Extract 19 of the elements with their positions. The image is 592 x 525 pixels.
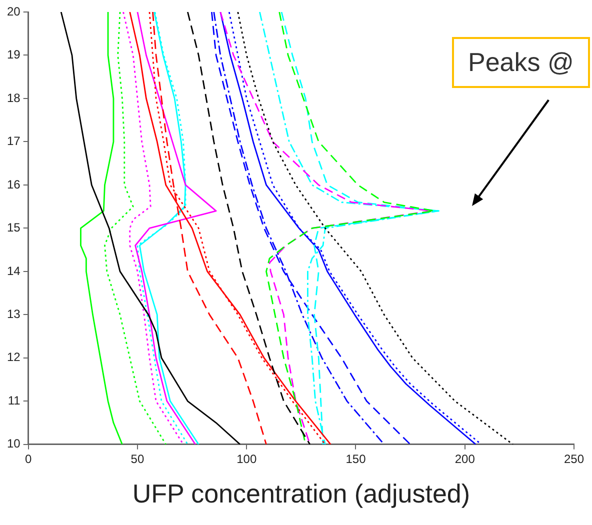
y-tick-label: 19 (6, 48, 21, 62)
y-tick-label: 15 (6, 220, 21, 235)
y-tick-label: 18 (6, 90, 21, 105)
y-tick-label: 14 (6, 264, 21, 278)
y-tick-label: 16 (6, 177, 21, 192)
y-tick-label: 20 (6, 4, 21, 18)
x-tick-label: 100 (236, 452, 257, 466)
y-tick-label: 10 (6, 436, 21, 451)
y-tick-label: 11 (8, 393, 21, 408)
x-tick-label: 250 (564, 452, 584, 466)
y-tick-label: 13 (6, 306, 21, 321)
x-tick-label: 50 (130, 452, 144, 466)
x-tick-label: 150 (346, 452, 366, 466)
x-tick-label: 200 (454, 452, 476, 466)
y-tick-label: 12 (6, 350, 21, 364)
x-tick-label: 0 (25, 452, 32, 466)
annotation: Peaks @ (452, 37, 590, 88)
y-tick-label: 17 (6, 134, 21, 148)
x-axis-title: UFP concentration (adjusted) (132, 478, 470, 509)
